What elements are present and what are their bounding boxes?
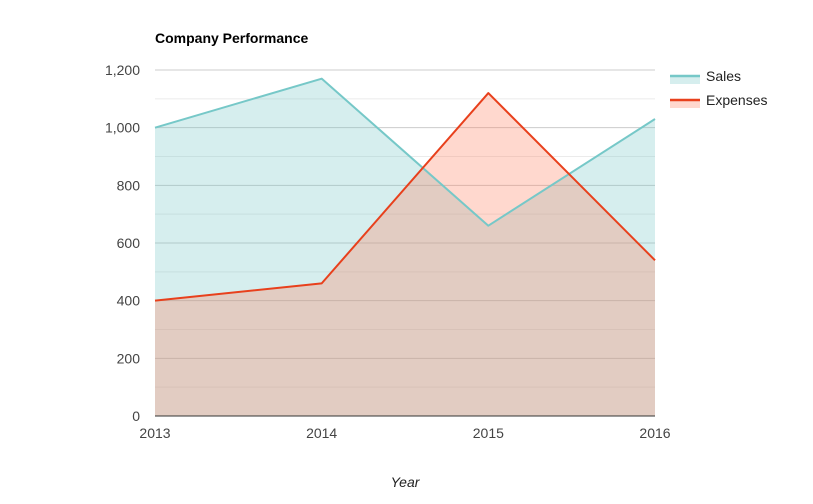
legend-swatch xyxy=(670,100,700,108)
y-tick-label: 800 xyxy=(117,177,141,193)
y-tick-label: 1,200 xyxy=(105,62,140,78)
x-tick-label: 2014 xyxy=(306,425,337,441)
y-tick-label: 200 xyxy=(117,350,141,366)
x-tick-label: 2013 xyxy=(139,425,170,441)
x-axis-label: Year xyxy=(391,474,421,490)
y-tick-label: 1,000 xyxy=(105,120,140,136)
area-expenses xyxy=(155,93,655,417)
chart-title: Company Performance xyxy=(155,30,308,46)
line-expenses xyxy=(154,92,656,302)
legend-item-expenses[interactable]: Expenses xyxy=(670,92,767,108)
legend-label: Expenses xyxy=(706,92,767,108)
x-tick-label: 2016 xyxy=(639,425,670,441)
series-lines xyxy=(154,77,656,417)
legend-label: Sales xyxy=(706,68,741,84)
area-sales xyxy=(155,78,655,417)
x-axis-ticks: 2013 2014 2015 2016 xyxy=(139,425,670,441)
y-tick-label: 600 xyxy=(117,235,141,251)
line-sales xyxy=(154,77,656,227)
y-tick-label: 400 xyxy=(117,293,141,309)
y-axis-ticks: 0 200 400 600 800 1,000 1,200 xyxy=(105,62,140,424)
x-tick-label: 2015 xyxy=(473,425,504,441)
y-tick-label: 0 xyxy=(132,408,140,424)
legend-item-sales[interactable]: Sales xyxy=(670,68,741,84)
gridlines xyxy=(155,69,655,388)
series-areas xyxy=(155,78,655,417)
legend-swatch xyxy=(670,76,700,84)
legend: Sales Expenses xyxy=(670,68,767,108)
